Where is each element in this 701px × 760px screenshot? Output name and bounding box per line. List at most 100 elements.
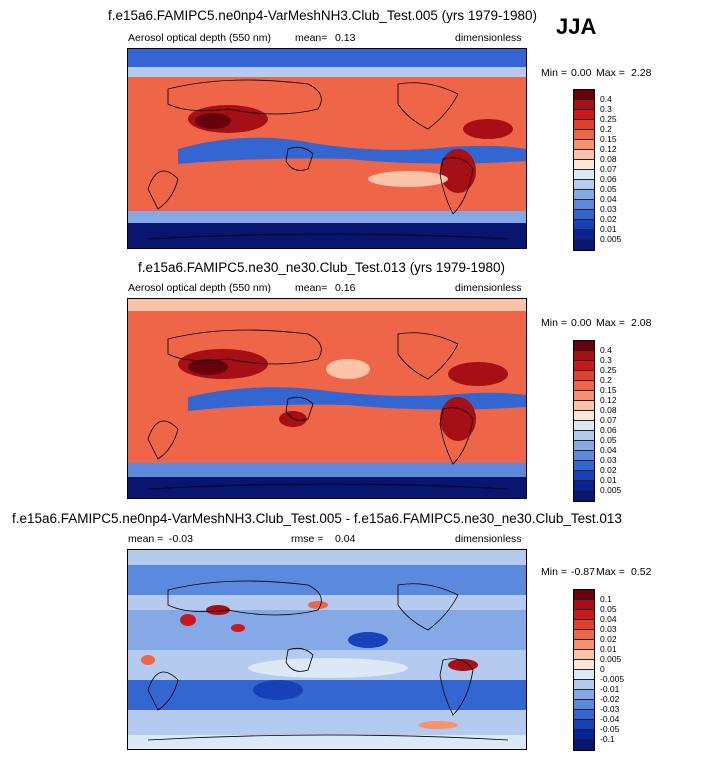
panel1-colorbar-swatch xyxy=(574,240,594,250)
panel2-colorbar-swatch xyxy=(574,461,594,471)
panel3-colorbar-label: 0.005 xyxy=(600,654,622,664)
panel1-colorbar-label: 0.08 xyxy=(600,154,617,164)
panel1-colorbar-label: 0.15 xyxy=(600,134,617,144)
panel1-max-label: Max = xyxy=(596,67,625,79)
panel2-colorbar-swatch xyxy=(574,421,594,431)
panel3-colorbar-label: -0.005 xyxy=(600,674,625,684)
panel2-colorbar-label: 0.04 xyxy=(600,445,617,455)
panel2-units: dimensionless xyxy=(455,282,522,294)
panel1-units: dimensionless xyxy=(455,32,522,44)
panel3-colorbar-label: -0.05 xyxy=(600,724,620,734)
panel2-colorbar-swatch xyxy=(574,431,594,441)
panel1-colorbar-label: 0.03 xyxy=(600,204,617,214)
panel2-colorbar-swatch xyxy=(574,351,594,361)
panel1-map xyxy=(127,48,527,249)
panel2-colorbar-label: 0.06 xyxy=(600,425,617,435)
panel2-colorbar-label: 0.2 xyxy=(600,375,612,385)
panel3-min-label: Min = xyxy=(541,566,567,578)
panel3-colorbar-swatch xyxy=(574,690,594,700)
panel3-colorbar-swatch xyxy=(574,730,594,740)
panel1-colorbar-swatch xyxy=(574,110,594,120)
panel2-map-field xyxy=(128,299,526,498)
panel1-mean-label: mean= xyxy=(295,32,328,44)
panel3-colorbar-swatch xyxy=(574,610,594,620)
panel2-colorbar-swatch xyxy=(574,441,594,451)
panel1-title: f.e15a6.FAMIPC5.ne0np4-VarMeshNH3.Club_T… xyxy=(108,8,537,23)
panel2-title: f.e15a6.FAMIPC5.ne30_ne30.Club_Test.013 … xyxy=(138,260,505,275)
panel1-max-value: 2.28 xyxy=(631,67,652,79)
panel1-colorbar-label: 0.3 xyxy=(600,104,612,114)
panel2-colorbar-label: 0.25 xyxy=(600,365,617,375)
panel2-colorbar-label: 0.08 xyxy=(600,405,617,415)
panel3-map-field xyxy=(128,550,526,749)
panel3-colorbar-swatch xyxy=(574,680,594,690)
panel3-colorbar xyxy=(573,589,595,751)
panel3-colorbar-label: -0.04 xyxy=(600,714,620,724)
panel1-colorbar-swatch xyxy=(574,120,594,130)
panel1-colorbar-label: 0.02 xyxy=(600,214,617,224)
panel3-rmse-label: rmse = xyxy=(291,533,324,545)
panel3-mean-value: -0.03 xyxy=(169,533,193,545)
panel3-colorbar-swatch xyxy=(574,740,594,750)
panel3-colorbar-swatch xyxy=(574,590,594,600)
panel2-colorbar-swatch xyxy=(574,491,594,501)
panel1-colorbar-label: 0.05 xyxy=(600,184,617,194)
panel1-colorbar-swatch xyxy=(574,90,594,100)
panel1-colorbar-swatch xyxy=(574,210,594,220)
panel3-colorbar-swatch xyxy=(574,700,594,710)
panel2-colorbar-label: 0.01 xyxy=(600,475,617,485)
panel2-min-label: Min = xyxy=(541,317,567,329)
panel2-colorbar-swatch xyxy=(574,371,594,381)
panel2-colorbar-label: 0.005 xyxy=(600,485,622,495)
panel3-colorbar-label: -0.1 xyxy=(600,734,615,744)
panel3-colorbar-label: 0.02 xyxy=(600,634,617,644)
panel2-colorbar-label: 0.4 xyxy=(600,345,612,355)
panel1-colorbar-label: 0.12 xyxy=(600,144,617,154)
panel3-colorbar-label: -0.02 xyxy=(600,694,620,704)
panel1-colorbar-swatch xyxy=(574,140,594,150)
panel1-colorbar-swatch xyxy=(574,190,594,200)
panel1-min-value: 0.00 xyxy=(571,67,592,79)
panel3-colorbar-swatch xyxy=(574,630,594,640)
panel2-colorbar-swatch xyxy=(574,381,594,391)
panel3-colorbar-label: -0.01 xyxy=(600,684,620,694)
panel1-colorbar-label: 0.04 xyxy=(600,194,617,204)
panel2-colorbar-swatch xyxy=(574,411,594,421)
panel1-colorbar-swatch xyxy=(574,130,594,140)
panel3-rmse-value: 0.04 xyxy=(335,533,356,545)
panel1-colorbar-swatch xyxy=(574,170,594,180)
panel1-colorbar-label: 0.07 xyxy=(600,164,617,174)
panel1-colorbar-swatch xyxy=(574,160,594,170)
panel1-colorbar-swatch xyxy=(574,150,594,160)
panel3-colorbar-label: 0.1 xyxy=(600,594,612,604)
panel1-min-label: Min = xyxy=(541,67,567,79)
panel2-max-value: 2.08 xyxy=(631,317,652,329)
panel1-colorbar-swatch xyxy=(574,230,594,240)
panel2-map xyxy=(127,298,527,499)
panel1-colorbar-swatch xyxy=(574,220,594,230)
panel1-colorbar-label: 0.4 xyxy=(600,94,612,104)
panel3-colorbar-label: 0.04 xyxy=(600,614,617,624)
panel2-colorbar-swatch xyxy=(574,481,594,491)
panel3-colorbar-label: 0 xyxy=(600,664,605,674)
panel3-colorbar-label: -0.03 xyxy=(600,704,620,714)
panel3-max-label: Max = xyxy=(596,566,625,578)
panel3-colorbar-swatch xyxy=(574,720,594,730)
panel2-colorbar xyxy=(573,340,595,502)
panel3-colorbar-swatch xyxy=(574,650,594,660)
panel3-units: dimensionless xyxy=(455,533,522,545)
panel3-colorbar-swatch xyxy=(574,660,594,670)
panel1-colorbar-swatch xyxy=(574,180,594,190)
panel2-colorbar-swatch xyxy=(574,361,594,371)
panel3-colorbar-label: 0.01 xyxy=(600,644,617,654)
panel3-colorbar-swatch xyxy=(574,670,594,680)
panel1-colorbar-label: 0.06 xyxy=(600,174,617,184)
panel3-min-value: -0.87 xyxy=(571,566,595,578)
panel3-max-value: 0.52 xyxy=(631,566,652,578)
panel1-colorbar-label: 0.01 xyxy=(600,224,617,234)
panel3-colorbar-swatch xyxy=(574,710,594,720)
panel2-colorbar-label: 0.03 xyxy=(600,455,617,465)
panel2-colorbar-swatch xyxy=(574,341,594,351)
panel2-colorbar-label: 0.15 xyxy=(600,385,617,395)
panel3-title: f.e15a6.FAMIPC5.ne0np4-VarMeshNH3.Club_T… xyxy=(12,511,622,526)
